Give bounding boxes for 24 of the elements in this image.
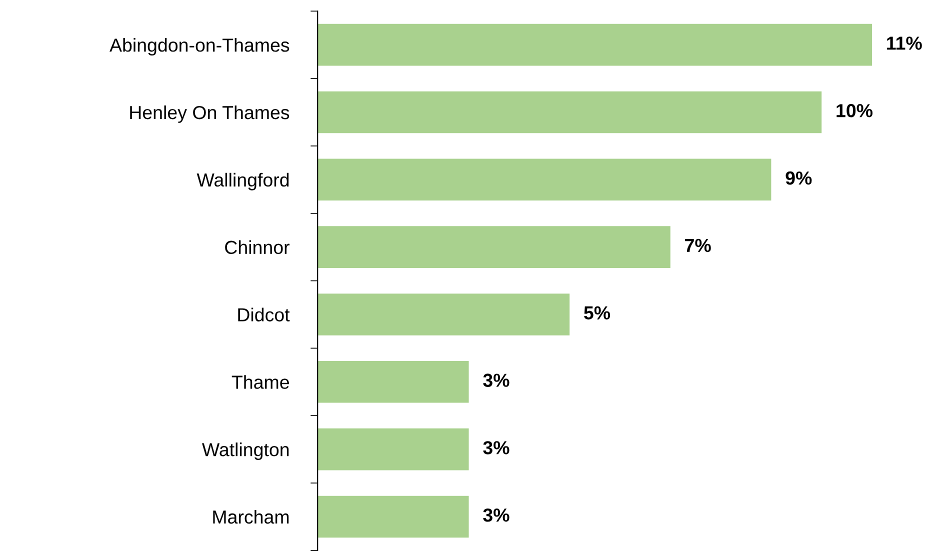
data-label: 9%: [786, 171, 812, 185]
bar: [318, 24, 872, 66]
y-tick-label: Marcham: [213, 510, 289, 524]
y-tick-label: Henley On Thames: [130, 105, 290, 123]
data-label: 3%: [483, 374, 510, 387]
data-label: 10%: [836, 104, 873, 118]
data-label: 3%: [483, 508, 510, 522]
data-label: 11%: [887, 36, 922, 50]
y-tick-label: Watlington: [202, 442, 289, 460]
y-tick-label: Abingdon-on-Thames: [110, 38, 290, 56]
data-label: 5%: [584, 306, 610, 320]
bar: [318, 496, 469, 538]
y-tick-label: Didcot: [238, 308, 290, 322]
y-tick-label: Wallingford: [196, 172, 289, 190]
y-tick-label: Thame: [232, 375, 289, 389]
data-label: 3%: [483, 441, 510, 454]
bar: [318, 428, 469, 470]
data-label: 7%: [685, 238, 711, 252]
bar: [318, 294, 570, 336]
bar: [318, 158, 772, 201]
y-tick-label: Chinnor: [225, 240, 290, 254]
bar: [318, 361, 469, 403]
bar: [318, 226, 670, 268]
bar: [318, 91, 822, 134]
